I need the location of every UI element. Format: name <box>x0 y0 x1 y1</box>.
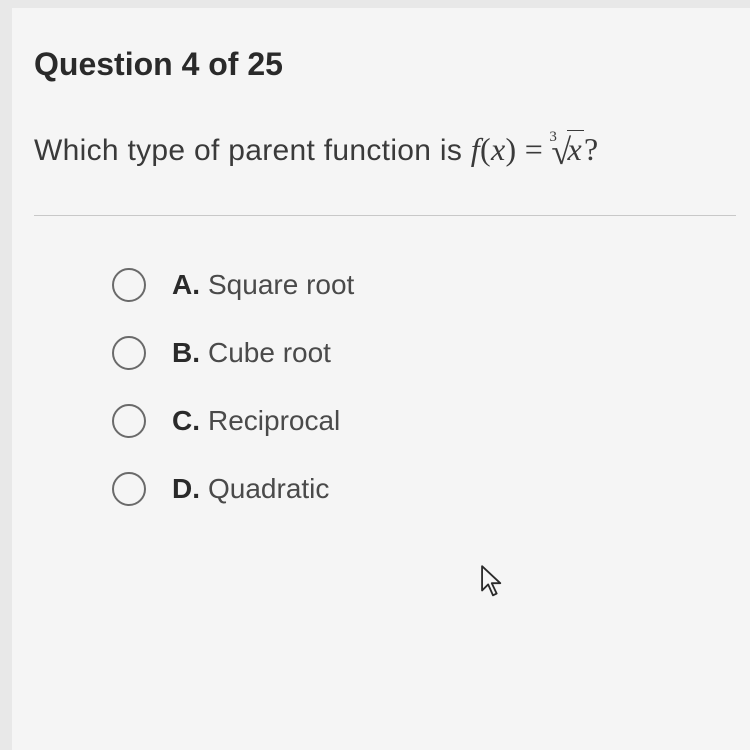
option-letter: B. <box>172 337 200 369</box>
option-letter: A. <box>172 269 200 301</box>
option-letter: C. <box>172 405 200 437</box>
option-b[interactable]: B. Cube root <box>112 336 750 370</box>
radicand: x <box>567 130 584 167</box>
cube-root: 3√x <box>551 131 584 173</box>
equals-sign: = <box>516 131 551 167</box>
math-expression: f(x) = 3√x? <box>471 131 599 167</box>
option-text: Square root <box>208 269 354 301</box>
question-mark: ? <box>584 131 599 167</box>
option-text: Reciprocal <box>208 405 340 437</box>
radio-d[interactable] <box>112 472 146 506</box>
question-header: Question 4 of 25 <box>34 46 750 83</box>
quiz-panel: Question 4 of 25 Which type of parent fu… <box>12 8 750 750</box>
paren-open: ( <box>480 131 491 167</box>
prompt-text: Which type of parent function is <box>34 134 471 167</box>
option-text: Cube root <box>208 337 331 369</box>
option-a[interactable]: A. Square root <box>112 268 750 302</box>
options-group: A. Square root B. Cube root C. Reciproca… <box>34 268 750 506</box>
option-c[interactable]: C. Reciprocal <box>112 404 750 438</box>
divider <box>34 215 736 216</box>
fn-name: f <box>471 131 480 167</box>
paren-close: ) <box>505 131 516 167</box>
option-letter: D. <box>172 473 200 505</box>
radio-a[interactable] <box>112 268 146 302</box>
question-prompt: Which type of parent function is f(x) = … <box>34 131 750 173</box>
fn-var: x <box>491 131 506 167</box>
radio-c[interactable] <box>112 404 146 438</box>
radio-b[interactable] <box>112 336 146 370</box>
root-index: 3 <box>549 129 557 146</box>
option-text: Quadratic <box>208 473 329 505</box>
option-d[interactable]: D. Quadratic <box>112 472 750 506</box>
